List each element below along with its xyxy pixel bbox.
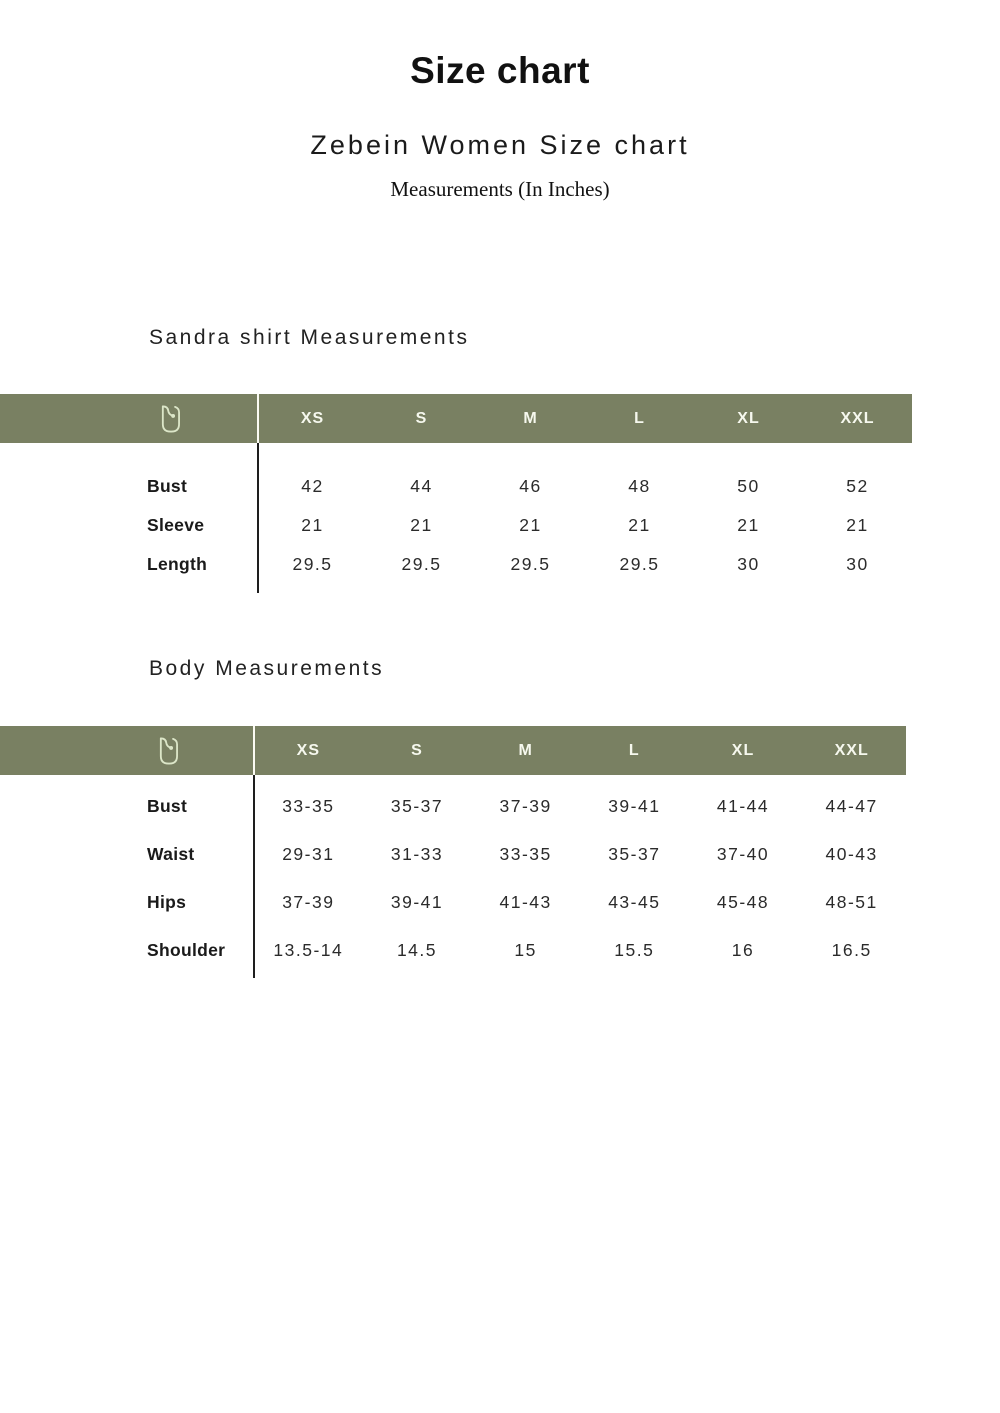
sandra-shirt-size-table: XS S M L XL XXL Bust 42 44 46 48 50 52 S…: [0, 394, 912, 593]
column-header: XS: [258, 394, 367, 443]
body-measurements-table: XS S M L XL XXL Bust 33-35 35-37 37-39 3…: [0, 726, 906, 982]
table-cell: 46: [519, 476, 542, 496]
column-header: M: [476, 394, 585, 443]
table-cell: 52: [846, 476, 869, 496]
column-header: XXL: [803, 394, 912, 443]
garment-icon: [161, 405, 180, 432]
column-header: XXL: [797, 726, 906, 775]
table-cell: 48-51: [825, 891, 878, 912]
table-cell: 43-45: [608, 891, 661, 912]
table-cell: 33-35: [282, 795, 335, 816]
table-cell: 37-39: [499, 795, 552, 816]
table-cell: 30: [737, 554, 760, 574]
table-cell: 21: [519, 515, 542, 535]
row-label: Length: [147, 554, 208, 574]
table-cell: 44: [410, 476, 433, 496]
table-body: Bust 42 44 46 48 50 52 Sleeve 21 21 21 2…: [0, 443, 912, 593]
table-cell: 33-35: [499, 843, 552, 864]
table-cell: 35-37: [608, 843, 661, 864]
column-header: XL: [694, 394, 803, 443]
column-header: XL: [688, 726, 798, 775]
table-header-row: XS S M L XL XXL: [0, 726, 906, 775]
table-cell: 29.5: [292, 554, 333, 574]
table-cell: 41-43: [499, 891, 552, 912]
table-row: Bust 33-35 35-37 37-39 39-41 41-44 44-47: [0, 782, 906, 830]
table-cell: 44-47: [825, 795, 878, 816]
table-row: Shoulder 13.5-14 14.5 15 15.5 16 16.5: [0, 926, 906, 974]
table-cell: 39-41: [390, 891, 444, 912]
page-title: Size chart: [410, 50, 590, 91]
garment-icon: [159, 737, 178, 764]
table-row: Sleeve 21 21 21 21 21 21: [0, 506, 912, 545]
page-subtitle: Zebein Women Size chart: [310, 130, 690, 160]
table-cell: 16.5: [831, 939, 872, 960]
measurement-unit-note: Measurements (In Inches): [390, 177, 610, 201]
table-cell: 15.5: [614, 939, 655, 960]
table-cell: 13.5-14: [273, 939, 344, 960]
table-row: Hips 37-39 39-41 41-43 43-45 45-48 48-51: [0, 878, 906, 926]
table-corner-cell: [0, 394, 258, 443]
row-label: Bust: [147, 795, 188, 816]
table-cell: 42: [301, 476, 324, 496]
table-cell: 29.5: [510, 554, 551, 574]
table-cell: 37-40: [716, 843, 770, 864]
table-cell: 16: [731, 939, 755, 960]
section-heading-sandra-shirt: Sandra shirt Measurements: [149, 326, 470, 349]
table-cell: 50: [737, 476, 760, 496]
row-label: Sleeve: [147, 515, 205, 535]
table-row: Waist 29-31 31-33 33-35 35-37 37-40 40-4…: [0, 830, 906, 878]
table-row: Bust 42 44 46 48 50 52: [0, 467, 912, 506]
table-cell: 29-31: [282, 843, 335, 864]
column-header: L: [585, 394, 694, 443]
table-cell: 40-43: [825, 843, 878, 864]
column-header: S: [362, 726, 472, 775]
row-label: Shoulder: [147, 939, 226, 960]
table-cell: 29.5: [619, 554, 660, 574]
table-cell: 30: [846, 554, 869, 574]
section-heading-body-measurements: Body Measurements: [149, 657, 385, 680]
table-cell: 41-44: [716, 795, 770, 816]
row-label: Bust: [147, 476, 188, 496]
column-header: L: [579, 726, 689, 775]
table-cell: 45-48: [716, 891, 770, 912]
row-label: Hips: [147, 891, 187, 912]
table-cell: 14.5: [396, 939, 438, 960]
table-header-row: XS S M L XL XXL: [0, 394, 912, 443]
table-cell: 29.5: [401, 554, 442, 574]
table-corner-cell: [0, 726, 254, 775]
table-cell: 21: [737, 515, 760, 535]
table-cell: 31-33: [390, 843, 444, 864]
table-cell: 48: [628, 476, 651, 496]
table-cell: 21: [628, 515, 651, 535]
header-divider-line: [253, 726, 255, 775]
column-header: M: [471, 726, 580, 775]
table-cell: 37-39: [282, 891, 335, 912]
table-cell: 15: [514, 939, 537, 960]
column-header: S: [367, 394, 476, 443]
table-cell: 35-37: [390, 795, 444, 816]
table-cell: 21: [301, 515, 324, 535]
table-cell: 21: [410, 515, 433, 535]
row-label: Waist: [147, 843, 195, 864]
body-divider-line: [257, 443, 259, 593]
body-divider-line: [253, 775, 255, 978]
column-header: XS: [254, 726, 363, 775]
table-body: Bust 33-35 35-37 37-39 39-41 41-44 44-47…: [0, 775, 906, 982]
table-row: Length 29.5 29.5 29.5 29.5 30 30: [0, 545, 912, 584]
table-cell: 21: [846, 515, 869, 535]
header-divider-line: [257, 394, 259, 443]
table-cell: 39-41: [608, 795, 661, 816]
